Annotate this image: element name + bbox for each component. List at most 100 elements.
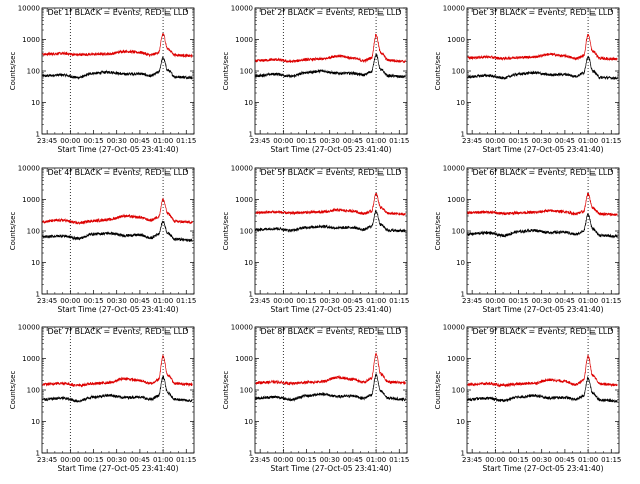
x-tick-label: 00:00 [485,456,505,464]
plot-frame [41,167,195,295]
x-tick-label: 00:15 [83,297,103,305]
panel-det-8: Det 8f BLACK = Events, RED = LLD 1 10 100 10… [222,324,409,474]
y-tick-label: 1000 [447,196,465,204]
x-tick-label: 00:45 [130,297,150,305]
y-tick-label: 10 [456,259,465,267]
plot-frame [466,7,620,135]
x-tick-label: 01:15 [601,137,621,145]
x-tick-label: 00:00 [485,137,505,145]
panel-det-6: Det 6f BLACK = Events, RED = LLD 1 10 100 10… [434,165,621,315]
y-tick-label: 1000 [235,36,253,44]
panel-title: Det 2f BLACK = Events, RED = LLD [260,8,401,17]
interval-marker [589,328,597,335]
x-tick-label: 01:15 [601,456,621,464]
x-axis-label: Start Time (27-Oct-05 23:41:40) [270,145,391,154]
x-tick-label: 00:30 [320,297,340,305]
x-tick-label: 01:00 [153,137,173,145]
x-tick-label: 00:30 [107,297,127,305]
series-line-lld [467,192,618,217]
y-tick-label: 10 [31,99,40,107]
x-axis-label: Start Time (27-Oct-05 23:41:40) [482,305,603,314]
y-tick-label: 100 [27,228,40,236]
y-tick-label: 10000 [443,165,465,173]
panel-det-7: Det 7f BLACK = Events, RED = LLD 1 10 100 10… [9,324,196,474]
series-line-events [255,372,406,402]
x-tick-label: 00:45 [555,137,575,145]
y-tick-label: 1000 [235,196,253,204]
x-axis-label: Start Time (27-Oct-05 23:41:40) [57,305,178,314]
x-tick-label: 01:00 [366,297,386,305]
x-axis-label: Start Time (27-Oct-05 23:41:40) [57,464,178,473]
panel-title: Det 1f BLACK = Events, RED = LLD [47,8,188,17]
y-axis-label: Counts/sec [9,52,17,91]
series-line-events [255,52,406,79]
plot-frame [254,326,408,454]
x-tick-label: 00:45 [343,297,363,305]
series-line-lld [467,33,618,62]
x-tick-label: 01:00 [578,137,598,145]
series-line-events [467,375,618,403]
y-tick-label: 10000 [443,5,465,13]
x-tick-label: 00:15 [296,137,316,145]
x-tick-label: 00:45 [343,456,363,464]
x-tick-label: 00:00 [60,297,80,305]
x-tick-label: 01:15 [176,297,196,305]
x-tick-label: 00:30 [532,137,552,145]
x-tick-label: 00:45 [130,137,150,145]
plot-frame [41,326,195,454]
x-tick-label: 00:45 [130,456,150,464]
y-tick-label: 10000 [18,165,40,173]
x-tick-label: 00:30 [532,297,552,305]
y-tick-label: 1000 [22,196,40,204]
x-tick-label: 01:00 [153,297,173,305]
x-tick-label: 00:30 [532,456,552,464]
x-axis-label: Start Time (27-Oct-05 23:41:40) [482,464,603,473]
interval-marker [589,9,597,16]
panel-det-5: Det 5f BLACK = Events, RED = LLD 1 10 100 10… [222,165,409,315]
x-tick-label: 00:30 [107,137,127,145]
interval-marker [377,169,385,176]
y-axis-label: Counts/sec [222,371,230,410]
x-tick-label: 23:45 [37,137,57,145]
x-axis-label: Start Time (27-Oct-05 23:41:40) [482,145,603,154]
y-tick-label: 1 [461,291,465,299]
x-tick-label: 23:45 [250,297,270,305]
plot-frame [254,7,408,135]
y-tick-label: 10000 [18,324,40,332]
x-tick-label: 00:45 [343,137,363,145]
y-axis-label: Counts/sec [9,371,17,410]
series-line-events [255,209,406,233]
y-tick-label: 10 [456,418,465,426]
y-axis-label: Counts/sec [9,212,17,251]
y-tick-label: 1000 [447,355,465,363]
panel-title: Det 6f BLACK = Events, RED = LLD [472,168,613,177]
y-tick-label: 1 [36,450,40,458]
y-tick-label: 10 [244,259,253,267]
y-tick-label: 1 [249,131,253,139]
x-tick-label: 00:15 [83,137,103,145]
panel-det-2: Det 2f BLACK = Events, RED = LLD 1 10 100 10… [222,5,409,155]
y-tick-label: 1000 [235,355,253,363]
x-tick-label: 01:00 [366,456,386,464]
x-tick-label: 00:15 [296,297,316,305]
x-tick-label: 23:45 [37,297,57,305]
panel-det-9: Det 9f BLACK = Events, RED = LLD 1 10 100 10… [434,324,621,474]
x-tick-label: 00:15 [296,456,316,464]
y-axis-label: Counts/sec [434,212,442,251]
x-tick-label: 01:00 [578,297,598,305]
panel-det-4: Det 4f BLACK = Events, RED = LLD 1 10 100 10… [9,165,196,315]
y-tick-label: 10 [244,418,253,426]
series-line-lld [255,192,406,216]
series-line-events [42,375,193,404]
panel-title: Det 9f BLACK = Events, RED = LLD [472,327,613,336]
panel-title: Det 7f BLACK = Events, RED = LLD [47,327,188,336]
y-tick-label: 10000 [443,324,465,332]
x-axis-label: Start Time (27-Oct-05 23:41:40) [270,464,391,473]
series-line-events [467,55,618,81]
x-tick-label: 23:45 [462,297,482,305]
x-axis-label: Start Time (27-Oct-05 23:41:40) [270,305,391,314]
y-tick-label: 1 [36,131,40,139]
x-tick-label: 00:15 [508,297,528,305]
